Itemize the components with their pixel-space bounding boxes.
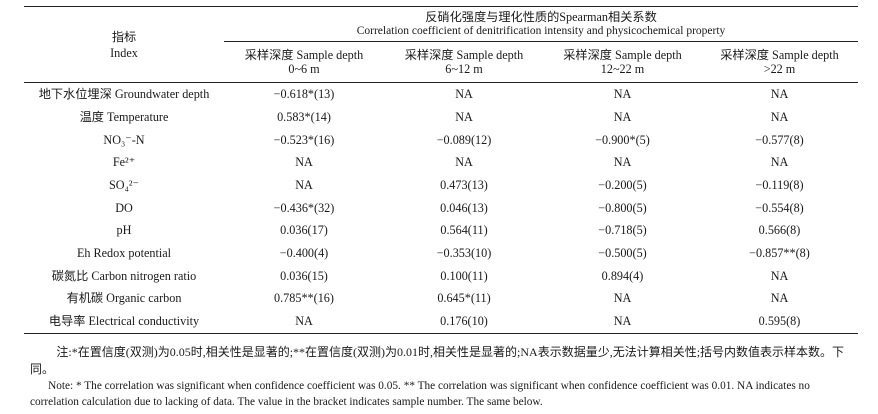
index-label-en: Index [110,45,138,60]
value-cell: −0.500(5) [598,246,647,261]
property-cell: Eh Redox potential [76,246,172,261]
table-row: NO₃⁻-N −0.523*(16) −0.089(12) −0.900*(5) −0.… [24,128,858,151]
value-cell: NA [613,155,632,170]
column-header-4: 采样深度 Sample depth >22 m [701,41,858,83]
column-header-depth: 12~22 m [600,62,645,76]
index-label-cn: 指标 [111,29,137,44]
value-cell: −0.857**(8) [749,246,810,261]
table-row: Fe²⁺ NA NA NA NA [24,151,858,174]
index-header: 指标 Index [24,6,224,83]
value-cell: NA [544,309,701,334]
value-cell: −0.523*(16) [273,132,335,147]
value-cell: 0.894(4) [601,268,644,283]
note-chinese: 注:*在置信度(双测)为0.05时,相关性是显著的;**在置信度(双测)为0.0… [30,345,845,376]
table-row: pH 0.036(17) 0.564(11) −0.718(5) 0.566(8) [24,219,858,242]
value-cell: NA [295,155,313,170]
value-cell: NA [770,155,789,170]
column-header-label: 采样深度 Sample depth [404,48,524,62]
value-cell: −0.577(8) [755,132,804,147]
table-row: 温度 Temperature 0.583*(14) NA NA NA [24,106,858,129]
value-cell: −0.119(8) [755,177,804,192]
column-header-3: 采样深度 Sample depth 12~22 m [544,41,701,83]
value-cell: 0.036(15) [280,268,328,283]
correlation-table: 指标 Index 反硝化强度与理化性质的Spearman相关系数 Correla… [24,6,858,334]
spanning-header-cn: 反硝化强度与理化性质的Spearman相关系数 [425,10,657,24]
column-header-2: 采样深度 Sample depth 6~12 m [384,41,544,83]
value-cell: −0.554(8) [755,200,804,215]
table-row: 电导率 Electrical conductivity NA 0.176(10) NA… [24,309,858,334]
value-cell: 0.583*(14) [277,109,331,124]
value-cell: NA [613,291,632,306]
value-cell: NA [295,177,313,192]
table-notes: 注:*在置信度(双测)为0.05时,相关性是显著的;**在置信度(双测)为0.0… [30,344,858,411]
table-row: 碳氮比 Carbon nitrogen ratio 0.036(15) 0.100(… [24,265,858,288]
value-cell: −0.900*(5) [595,132,650,147]
column-header-label: 采样深度 Sample depth [563,48,682,62]
table-row: DO −0.436*(32) 0.046(13) −0.800(5) −0.554(8) [24,196,858,219]
property-cell: 碳氮比 Carbon nitrogen ratio [51,268,197,283]
property-cell: pH [116,223,132,238]
value-cell: −0.718(5) [598,223,647,238]
spanning-header-en: Correlation coefficient of denitrificati… [356,25,726,37]
column-header-depth: 0~6 m [288,62,320,76]
value-cell: −0.089(12) [436,132,492,147]
spanning-header: 反硝化强度与理化性质的Spearman相关系数 Correlation coef… [224,6,858,42]
property-cell: 电导率 Electrical conductivity [24,309,224,334]
value-cell: NA [770,109,789,124]
value-cell: NA [224,309,384,334]
value-cell: 0.100(11) [440,268,488,283]
property-cell: NO₃⁻-N [103,132,145,147]
property-cell: DO [115,200,133,215]
value-cell: NA [770,87,789,102]
column-header-1: 采样深度 Sample depth 0~6 m [224,41,384,83]
value-cell: 0.036(17) [280,223,328,238]
property-cell: 温度 Temperature [79,109,169,124]
column-header-label: 采样深度 Sample depth [244,48,364,62]
value-cell: 0.785**(16) [274,291,334,306]
column-header-label: 采样深度 Sample depth [720,48,839,62]
value-cell: −0.618*(13) [273,87,335,102]
value-cell: −0.353(10) [436,246,492,261]
property-cell: 地下水位埋深 Groundwater depth [38,87,210,102]
value-cell: NA [770,291,789,306]
note-english: Note: * The correlation was significant … [30,379,810,409]
value-cell: 0.595(8) [701,309,858,334]
value-cell: NA [455,109,473,124]
column-header-depth: 6~12 m [445,62,483,76]
table-row: 地下水位埋深 Groundwater depth −0.618*(13) NA NA N… [24,83,858,106]
value-cell: NA [770,268,789,283]
value-cell: NA [613,109,632,124]
value-cell: 0.473(13) [440,177,488,192]
value-cell: NA [455,155,473,170]
table-row: Eh Redox potential −0.400(4) −0.353(10) −0.… [24,242,858,265]
value-cell: −0.436*(32) [273,200,335,215]
value-cell: −0.200(5) [598,177,647,192]
property-cell: 有机碳 Organic carbon [66,291,182,306]
value-cell: 0.564(11) [440,223,488,238]
property-cell: SO₄²⁻ [109,177,139,192]
value-cell: 0.645*(11) [437,291,491,306]
value-cell: 0.566(8) [758,223,801,238]
value-cell: NA [455,87,473,102]
value-cell: −0.400(4) [279,246,329,261]
value-cell: NA [613,87,632,102]
value-cell: −0.800(5) [598,200,647,215]
column-header-depth: >22 m [763,62,796,76]
property-cell: Fe²⁺ [112,155,136,170]
table-row: 有机碳 Organic carbon 0.785**(16) 0.645*(11) N… [24,287,858,310]
table-row: SO₄²⁻ NA 0.473(13) −0.200(5) −0.119(8) [24,174,858,197]
value-cell: 0.176(10) [384,309,544,334]
value-cell: 0.046(13) [440,200,488,215]
